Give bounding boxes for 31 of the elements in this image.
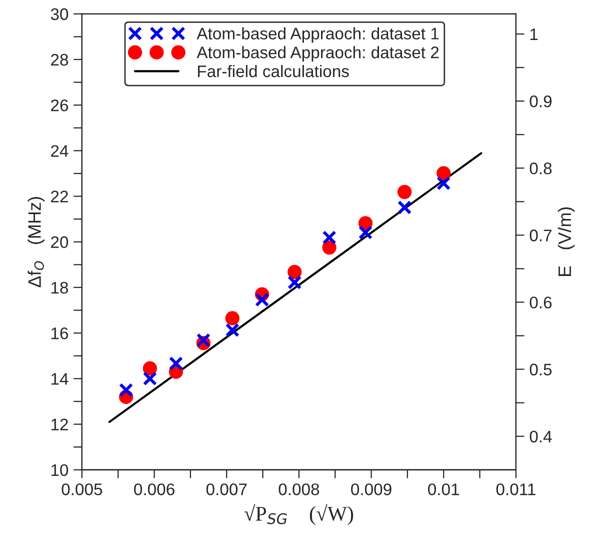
x-tick-label: 0.009 bbox=[351, 483, 392, 496]
x-tick-label: 0.006 bbox=[134, 483, 174, 496]
x-tick-label: 0.011 bbox=[496, 483, 536, 496]
legend-label: Atom-based Appraoch: dataset 1 bbox=[196, 27, 439, 43]
y2-tick-label: 0.8 bbox=[530, 162, 552, 174]
y-tick-label: 18 bbox=[51, 282, 68, 294]
y2-tick-label: 0.5 bbox=[530, 364, 552, 376]
x-tick-label: 0.01 bbox=[428, 483, 460, 496]
y-tick-label: 26 bbox=[51, 99, 68, 112]
y-tick-label: 14 bbox=[51, 373, 68, 385]
y2-tick-label: 0.6 bbox=[530, 296, 552, 308]
y-tick-label: 30 bbox=[50, 8, 68, 20]
x-tick-label: 0.008 bbox=[278, 483, 320, 496]
y-tick-label: 28 bbox=[51, 54, 68, 66]
y-tick-label: 12 bbox=[51, 418, 68, 430]
x-tick-label: 0.005 bbox=[62, 483, 102, 496]
y-tick-label: 10 bbox=[51, 464, 68, 476]
y2-tick-label: 0.7 bbox=[530, 230, 552, 242]
y-tick-label: 24 bbox=[51, 145, 68, 157]
x-tick-label: 0.007 bbox=[206, 483, 247, 496]
legend-label: Atom-based Appraoch: dataset 2 bbox=[196, 46, 439, 62]
y2-axis-title: E (V/m) bbox=[558, 207, 575, 276]
y2-tick-label: 0.9 bbox=[530, 95, 552, 108]
text: Δf$_{O}$ (MHz) bbox=[28, 197, 45, 288]
legend-label: Far-field calculations bbox=[198, 64, 349, 78]
y2-tick-label: 0.4 bbox=[530, 430, 552, 442]
y-tick-label: 16 bbox=[51, 327, 68, 340]
y-tick-label: 22 bbox=[51, 190, 68, 202]
y-tick-label: 20 bbox=[51, 236, 68, 248]
text: √P$_{SG}$ (√W) bbox=[244, 504, 354, 526]
y2-tick-label: 1 bbox=[530, 28, 538, 40]
